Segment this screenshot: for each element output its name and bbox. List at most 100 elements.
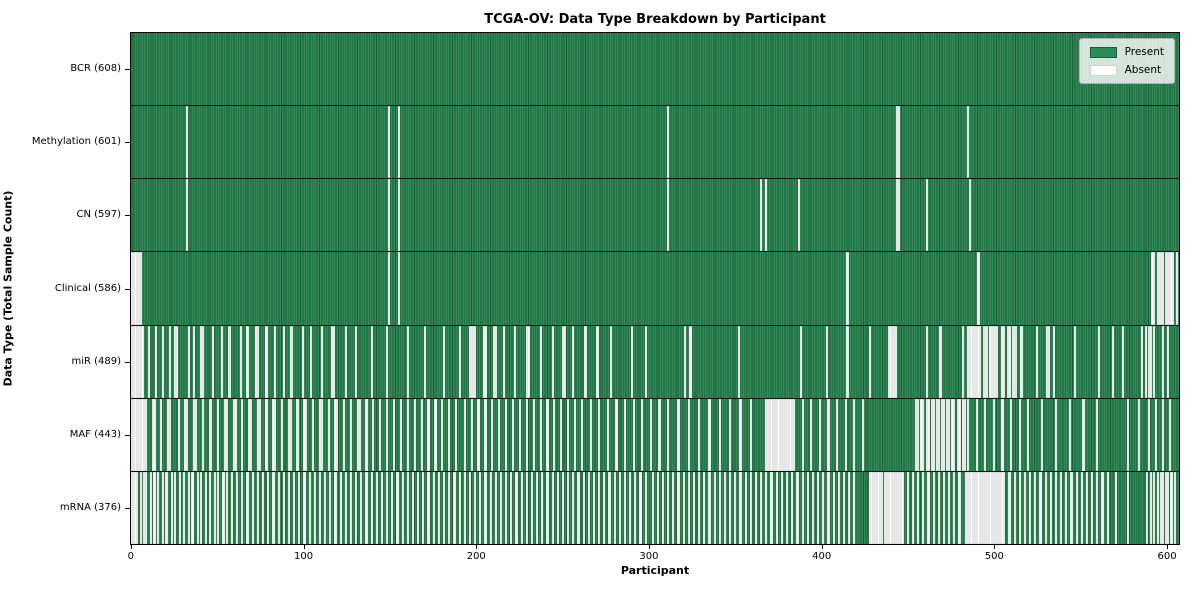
absent-stripe	[484, 471, 487, 544]
absent-stripe	[365, 471, 368, 544]
absent-stripe	[1137, 398, 1140, 471]
absent-stripe	[880, 471, 883, 544]
absent-stripe	[556, 471, 559, 544]
absent-stripe	[898, 471, 901, 544]
absent-stripe	[718, 471, 721, 544]
absent-stripe	[920, 398, 923, 471]
absent-stripe	[623, 471, 627, 544]
x-tick-label: 200	[466, 551, 486, 562]
absent-stripe	[282, 325, 285, 398]
absent-stripe	[241, 398, 244, 471]
absent-stripe	[1003, 325, 1006, 398]
absent-stripe	[573, 398, 577, 471]
absent-stripe	[225, 398, 228, 471]
absent-stripe	[1003, 471, 1006, 544]
absent-stripe	[966, 325, 970, 398]
absent-stripe	[889, 471, 892, 544]
absent-stripe	[608, 471, 611, 544]
absent-stripe	[787, 398, 790, 471]
plot-area	[130, 32, 1180, 545]
absent-stripe	[848, 471, 851, 544]
absent-stripe	[1015, 325, 1018, 398]
absent-stripe	[996, 471, 999, 544]
absent-stripe	[927, 471, 930, 544]
absent-stripe	[791, 398, 794, 471]
absent-stripe	[786, 398, 789, 471]
absent-stripe	[925, 179, 928, 252]
absent-stripe	[186, 179, 189, 252]
y-tick-label: Clinical (586)	[54, 282, 121, 294]
absent-stripe	[246, 471, 249, 544]
absent-stripe	[139, 252, 142, 325]
absent-stripe	[194, 398, 197, 471]
absent-stripe	[658, 398, 661, 471]
absent-stripe	[406, 471, 409, 544]
absent-stripe	[370, 325, 373, 398]
absent-stripe	[775, 471, 778, 544]
heatmap-row	[131, 398, 1179, 472]
absent-stripe	[482, 325, 485, 398]
absent-stripe	[682, 471, 685, 544]
absent-stripe	[258, 398, 261, 471]
absent-stripe	[801, 398, 804, 471]
absent-stripe	[386, 325, 389, 398]
absent-stripe	[494, 325, 497, 398]
absent-stripe	[1154, 398, 1158, 471]
absent-stripe	[1046, 325, 1049, 398]
absent-stripe	[770, 471, 773, 544]
absent-stripe	[801, 471, 804, 544]
absent-stripe	[427, 398, 430, 471]
absent-stripe	[201, 398, 204, 471]
absent-stripe	[734, 471, 737, 544]
absent-stripe	[349, 398, 353, 471]
absent-stripe	[398, 252, 401, 325]
absent-stripe	[810, 398, 813, 471]
absent-stripe	[184, 398, 187, 471]
absent-stripe	[248, 398, 251, 471]
absent-stripe	[358, 398, 361, 471]
absent-stripe	[989, 325, 992, 398]
absent-stripe	[1070, 471, 1073, 544]
absent-stripe	[786, 471, 789, 544]
absent-stripe	[427, 471, 430, 544]
x-tick-mark	[476, 545, 478, 549]
absent-stripe	[551, 325, 554, 398]
absent-stripe	[541, 471, 544, 544]
absent-stripe	[917, 398, 920, 471]
absent-stripe	[515, 471, 518, 544]
absent-stripe	[780, 471, 783, 544]
absent-stripe	[1166, 325, 1170, 398]
absent-stripe	[448, 398, 451, 471]
absent-stripe	[398, 106, 401, 179]
absent-stripe	[832, 471, 835, 544]
absent-stripe	[401, 471, 404, 544]
absent-stripe	[898, 106, 901, 179]
absent-stripe	[966, 398, 970, 471]
absent-stripe	[1175, 252, 1178, 325]
absent-stripe	[1161, 471, 1164, 544]
absent-stripe	[567, 471, 570, 544]
absent-stripe	[1041, 398, 1044, 471]
absent-stripe	[713, 471, 716, 544]
absent-stripe	[468, 325, 471, 398]
absent-stripe	[387, 106, 390, 179]
absent-stripe	[970, 325, 973, 398]
absent-stripe	[989, 471, 992, 544]
absent-stripe	[765, 471, 768, 544]
heatmap-row	[131, 252, 1179, 326]
absent-stripe	[1013, 471, 1016, 544]
absent-stripe	[896, 471, 899, 544]
absent-stripe	[1166, 471, 1170, 544]
absent-stripe	[355, 471, 358, 544]
absent-stripe	[892, 325, 896, 398]
absent-stripe	[411, 471, 415, 544]
absent-stripe	[1065, 471, 1068, 544]
absent-stripe	[572, 325, 575, 398]
absent-stripe	[587, 471, 590, 544]
absent-stripe	[767, 398, 770, 471]
absent-stripe	[692, 471, 696, 544]
absent-stripe	[287, 398, 291, 471]
absent-stripe	[468, 471, 471, 544]
absent-stripe	[386, 398, 389, 471]
absent-stripe	[1082, 398, 1085, 471]
